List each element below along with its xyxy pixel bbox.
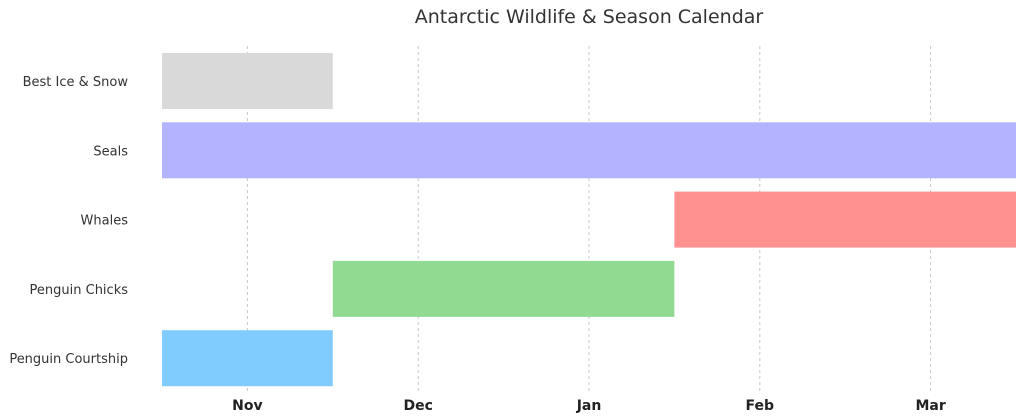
category-label: Whales: [81, 214, 129, 229]
bar-whales: [674, 191, 1016, 248]
category-label: Best Ice & Snow: [23, 75, 129, 90]
x-tick-label: Feb: [746, 398, 775, 414]
bar-seals: [162, 122, 1016, 179]
chart-title: Antarctic Wildlife & Season Calendar: [415, 6, 764, 28]
category-label: Penguin Chicks: [30, 283, 129, 298]
bar-best-ice-snow: [162, 53, 333, 109]
category-label: Penguin Courtship: [9, 352, 128, 367]
x-tick-label: Mar: [915, 398, 945, 414]
bar-layer: [162, 53, 1016, 387]
bar-penguin-chicks: [332, 260, 675, 317]
x-tick-label: Dec: [403, 398, 432, 414]
bar-penguin-courtship: [162, 330, 333, 387]
category-label: Seals: [93, 144, 128, 159]
x-tick-label: Jan: [576, 398, 602, 414]
x-tick-label: Nov: [232, 398, 262, 414]
label-layer: Nov Dec Jan Feb Mar Best Ice & Snow Seals Whale…: [9, 75, 946, 414]
